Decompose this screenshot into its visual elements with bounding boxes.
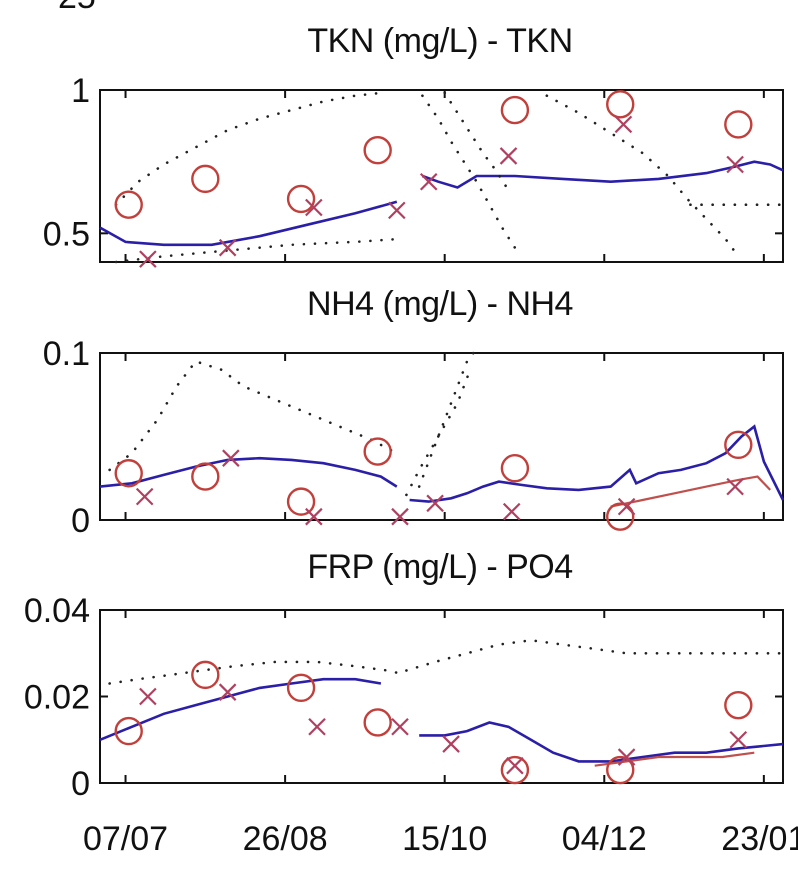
obs-cross-0-6	[614, 115, 633, 134]
series-range-2-0	[108, 660, 408, 685]
obs-circle-2-0	[114, 716, 143, 746]
series-range-0-4	[545, 94, 740, 258]
obs-cross-1-1	[222, 449, 240, 467]
series-model-0-1	[421, 160, 784, 189]
obs-circle-0-5	[606, 90, 635, 119]
series-range-1-0	[108, 359, 399, 472]
obs-circle-0-6	[724, 110, 753, 139]
obs-circle-1-3	[363, 437, 392, 466]
series-model-1-0	[99, 456, 398, 488]
obs-cross-1-5	[502, 502, 521, 521]
series-range-1-1	[417, 351, 475, 488]
chart-title-frp: FRP (mg/L) - PO4	[307, 548, 573, 586]
obs-cross-2-0	[139, 687, 157, 706]
series-model-1-1	[409, 424, 785, 503]
obs-cross-0-4	[499, 147, 518, 165]
obs-circle-1-4	[500, 454, 530, 483]
obs-cross-2-2	[308, 717, 326, 736]
obs-cross-2-1	[218, 683, 237, 701]
xtick-label-2: 15/10	[402, 820, 487, 858]
ytick-label-0-1: 1	[71, 72, 90, 110]
obs-cross-0-1	[218, 238, 237, 257]
obs-circle-2-4	[500, 755, 530, 785]
obs-cross-2-5	[506, 756, 524, 775]
obs-cross-1-2	[305, 507, 323, 526]
obs-cross-0-5	[419, 172, 438, 191]
ytick-label-2-2: 0.04	[24, 592, 90, 630]
series-model-2-1	[419, 721, 784, 763]
xtick-label-0: 07/07	[83, 820, 168, 858]
xtick-label-3: 04/12	[562, 820, 647, 858]
chart-title-nh4: NH4 (mg/L) - NH4	[307, 285, 573, 323]
obs-cross-0-3	[388, 201, 406, 220]
ytick-label-1-0: 0	[71, 502, 90, 540]
obs-circle-2-3	[363, 708, 392, 737]
obs-cross-2-3	[391, 717, 409, 736]
ytick-label-1-1: 0.1	[43, 335, 90, 373]
obs-circle-1-1	[191, 462, 220, 491]
ytick-label-2-1: 0.02	[24, 679, 90, 717]
ytick-label-2-0: 0	[71, 765, 90, 803]
obs-cross-0-7	[726, 155, 744, 174]
series-range-2-1	[405, 638, 785, 672]
obs-cross-0-2	[305, 198, 323, 217]
obs-cross-2-4	[442, 735, 460, 753]
obs-cross-1-7	[726, 477, 744, 496]
obs-circle-0-3	[363, 135, 392, 165]
obs-circle-2-1	[191, 660, 220, 690]
obs-circle-1-5	[606, 502, 635, 531]
obs-circle-2-6	[724, 690, 753, 720]
chart-title-tkn: TKN (mg/L) - TKN	[307, 22, 573, 60]
plot-frame-1	[99, 352, 784, 521]
obs-circle-1-0	[114, 459, 143, 488]
ytick-label-0-0: 0.5	[43, 215, 90, 253]
xtick-label-1: 26/08	[243, 820, 328, 858]
series-range-0-0	[114, 91, 383, 206]
obs-cross-2-6	[617, 748, 636, 766]
obs-circle-0-4	[500, 95, 530, 125]
plot-frame-0	[99, 89, 784, 263]
series-range-0-2	[421, 94, 517, 249]
xtick-label-4: 23/01	[721, 820, 798, 858]
series-range-1-2	[405, 368, 472, 497]
obs-circle-1-6	[724, 430, 753, 460]
obs-circle-0-0	[114, 190, 143, 219]
series-model-alt-1-0	[610, 475, 771, 508]
series-model-0-0	[99, 200, 398, 247]
obs-cross-2-7	[729, 730, 748, 749]
obs-circle-0-2	[286, 184, 316, 214]
obs-circle-2-2	[286, 673, 316, 703]
obs-circle-1-2	[286, 487, 316, 516]
obs-cross-1-0	[135, 487, 154, 506]
obs-circle-0-1	[191, 164, 220, 194]
obs-cross-1-3	[391, 507, 409, 526]
obs-cross-0-0	[139, 250, 157, 268]
obs-cross-1-4	[426, 494, 444, 513]
cropped-top-text: 25	[58, 0, 96, 16]
series-model-2-0	[99, 677, 382, 742]
obs-circle-2-5	[606, 755, 635, 785]
series-range-0-1	[114, 237, 399, 264]
obs-cross-1-6	[617, 497, 636, 516]
